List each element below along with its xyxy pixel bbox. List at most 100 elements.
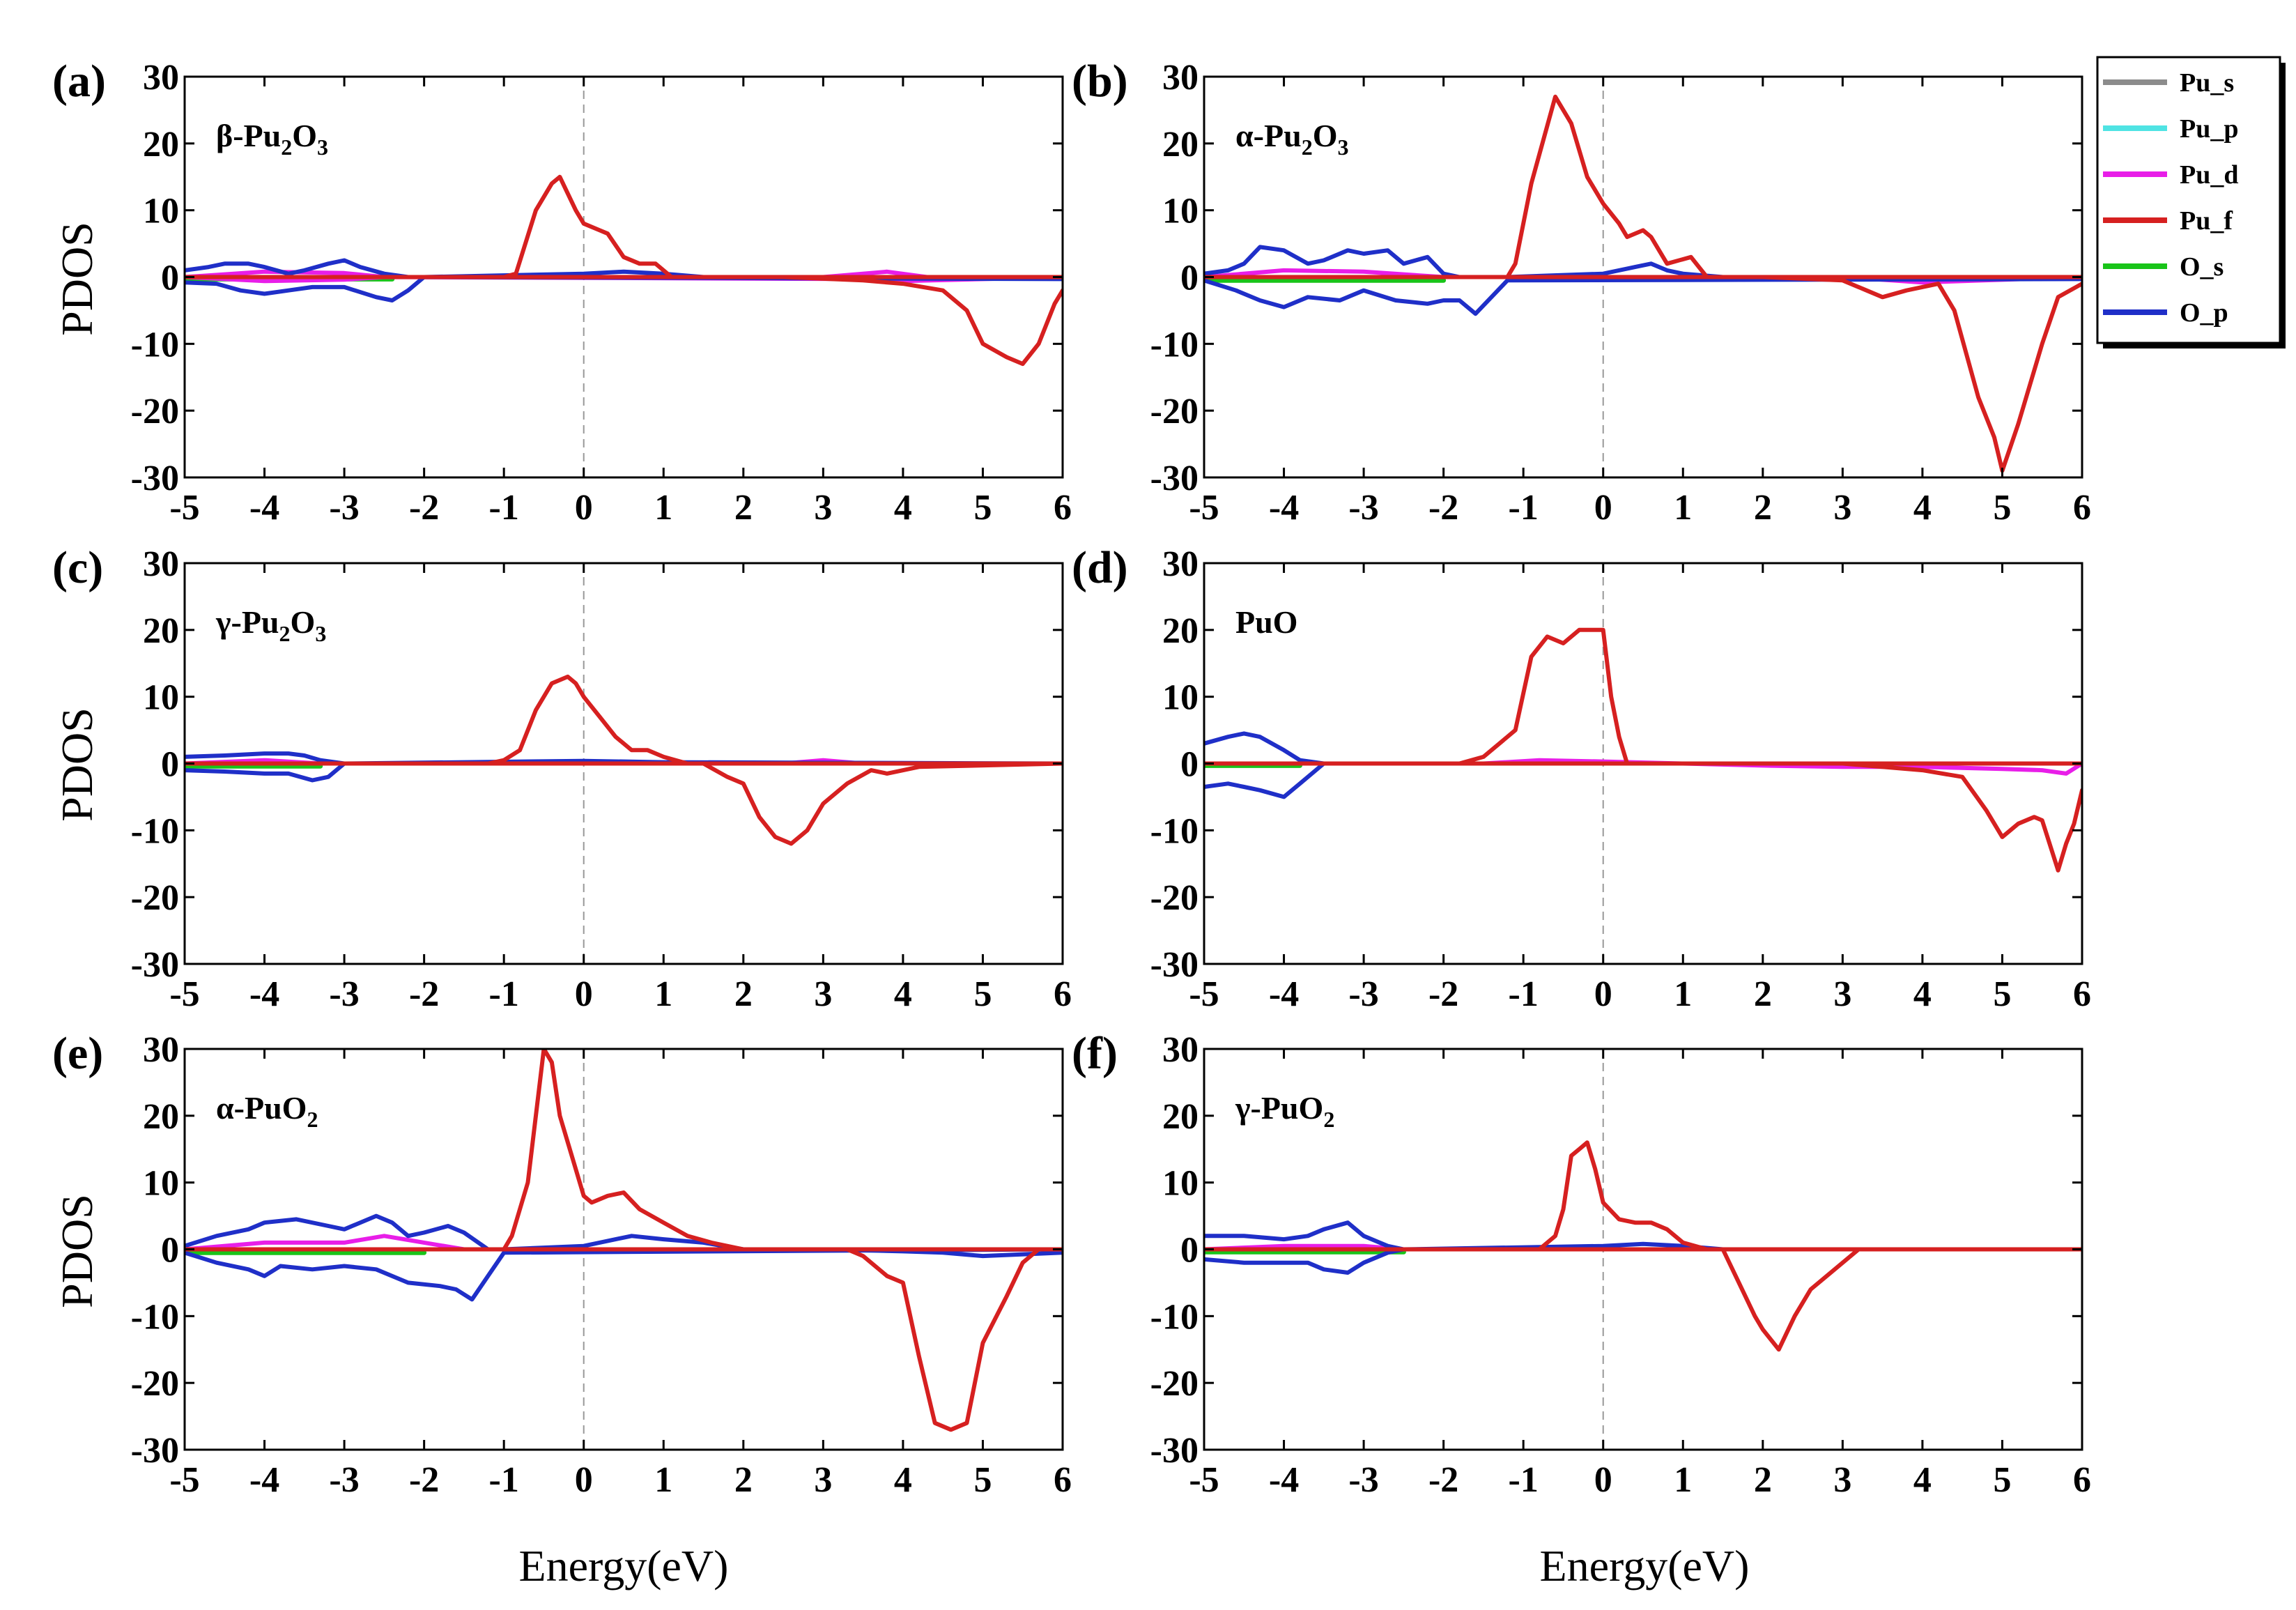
panel-title: α-Pu2O3 bbox=[1235, 118, 1348, 160]
x-tick-label: -5 bbox=[169, 488, 199, 528]
panel-title: α-PuO2 bbox=[216, 1090, 318, 1132]
y-tick-label: 30 bbox=[143, 58, 179, 98]
title-text: O bbox=[291, 604, 316, 640]
series-line-pu-f bbox=[1204, 1247, 2082, 1352]
x-tick-label: 0 bbox=[575, 488, 593, 528]
y-tick-label: 10 bbox=[1162, 192, 1199, 231]
x-tick-label: 2 bbox=[734, 1460, 753, 1500]
y-tick-label: 30 bbox=[143, 544, 179, 584]
y-tick-label: 10 bbox=[143, 1164, 179, 1204]
series-line-pu-f bbox=[1204, 94, 2082, 279]
x-tick-label: 1 bbox=[1674, 974, 1692, 1014]
x-tick-label: 6 bbox=[1054, 488, 1072, 528]
legend-label-pu-d: Pu_d bbox=[2180, 160, 2238, 190]
legend-box-shadow-right bbox=[2280, 63, 2286, 348]
x-tick-label: 3 bbox=[814, 1460, 832, 1500]
panel-title: PuO bbox=[1235, 604, 1297, 640]
x-tick-label: -3 bbox=[1348, 1460, 1378, 1500]
x-tick-label: 4 bbox=[1913, 488, 1932, 528]
panel-b: -5 -4 -3 -2 -1 0 1 2 3 4 5 63020100-10-20-30(b)α-Pu… bbox=[1072, 56, 2091, 528]
title-subscript: 3 bbox=[1337, 135, 1348, 160]
legend-label-pu-p: Pu_p bbox=[2180, 114, 2238, 144]
x-tick-label: -5 bbox=[1189, 488, 1219, 528]
x-tick-label: -4 bbox=[249, 488, 279, 528]
series-line-pu-f bbox=[1204, 761, 2082, 873]
y-tick-label: -20 bbox=[1150, 878, 1199, 918]
y-axis-title-row3: PDOS bbox=[52, 1194, 102, 1308]
x-tick-label: 5 bbox=[1993, 974, 2011, 1014]
y-axis-title-row1: PDOS bbox=[52, 222, 102, 336]
x-tick-label: -2 bbox=[1428, 1460, 1458, 1500]
y-axis-title-row2: PDOS bbox=[52, 707, 102, 822]
x-tick-label: -5 bbox=[1189, 1460, 1219, 1500]
y-tick-label: 20 bbox=[1162, 1097, 1199, 1137]
x-tick-label: -1 bbox=[489, 974, 519, 1014]
title-subscript: 2 bbox=[279, 621, 291, 646]
x-tick-label: 6 bbox=[1054, 974, 1072, 1014]
y-tick-label: 30 bbox=[1162, 58, 1199, 98]
y-tick-label: -30 bbox=[131, 945, 179, 985]
x-tick-label: 5 bbox=[1993, 1460, 2011, 1500]
y-tick-label: 0 bbox=[161, 745, 179, 785]
x-tick-label: 1 bbox=[654, 974, 672, 1014]
series-group bbox=[1204, 94, 2082, 473]
x-tick-label: 4 bbox=[1913, 974, 1932, 1014]
x-tick-label: 5 bbox=[973, 488, 992, 528]
x-tick-label: 4 bbox=[1913, 1460, 1932, 1500]
x-tick-label: -2 bbox=[409, 974, 439, 1014]
x-tick-label: -4 bbox=[1269, 488, 1299, 528]
x-tick-label: 6 bbox=[1054, 1460, 1072, 1500]
x-tick-label: 2 bbox=[1754, 974, 1772, 1014]
title-subscript: 2 bbox=[307, 1107, 318, 1132]
y-tick-label: 20 bbox=[1162, 125, 1199, 164]
legend-label-o-p: O_p bbox=[2180, 298, 2228, 328]
y-tick-label: 20 bbox=[143, 611, 179, 651]
y-tick-label: 0 bbox=[1180, 745, 1199, 785]
y-tick-label: -10 bbox=[1150, 811, 1199, 851]
x-tick-label: 0 bbox=[1594, 1460, 1612, 1500]
y-tick-label: -20 bbox=[1150, 1364, 1199, 1404]
legend-label-o-s: O_s bbox=[2180, 252, 2224, 282]
title-text: O bbox=[1313, 118, 1338, 153]
y-tick-label: -30 bbox=[1150, 459, 1199, 498]
series-line-o-p bbox=[185, 761, 1063, 783]
legend-label-pu-f: Pu_f bbox=[2180, 206, 2233, 236]
y-tick-label: 30 bbox=[1162, 1030, 1199, 1070]
series-line-pu-d bbox=[1204, 758, 2082, 776]
y-tick-label: 10 bbox=[143, 678, 179, 718]
x-tick-label: 3 bbox=[814, 974, 832, 1014]
x-tick-label: -2 bbox=[1428, 488, 1458, 528]
title-text: γ-PuO bbox=[1235, 1090, 1323, 1126]
x-tick-label: 6 bbox=[2073, 1460, 2091, 1500]
title-subscript: 2 bbox=[1302, 135, 1313, 160]
legend-label-pu-s: Pu_s bbox=[2180, 68, 2234, 98]
x-tick-label: -3 bbox=[329, 488, 359, 528]
x-tick-label: 0 bbox=[1594, 974, 1612, 1014]
x-tick-label: 5 bbox=[973, 974, 992, 1014]
title-text: β-Pu bbox=[216, 118, 281, 153]
y-tick-label: -10 bbox=[131, 811, 179, 851]
title-subscript: 2 bbox=[281, 135, 292, 160]
series-group bbox=[185, 1049, 1063, 1432]
title-text: O bbox=[292, 118, 317, 153]
title-text: PuO bbox=[1235, 604, 1297, 640]
x-tick-label: 0 bbox=[1594, 488, 1612, 528]
series-group bbox=[1204, 627, 2082, 873]
x-tick-label: 2 bbox=[1754, 1460, 1772, 1500]
x-tick-label: 4 bbox=[894, 488, 912, 528]
x-tick-label: 3 bbox=[1833, 488, 1851, 528]
y-tick-label: -30 bbox=[131, 1431, 179, 1471]
y-tick-label: -10 bbox=[1150, 1297, 1199, 1337]
x-tick-label: 0 bbox=[575, 974, 593, 1014]
y-tick-label: -20 bbox=[131, 878, 179, 918]
x-tick-label: 1 bbox=[654, 1460, 672, 1500]
series-line-o-p bbox=[185, 1247, 1063, 1302]
y-tick-label: 10 bbox=[143, 192, 179, 231]
x-tick-label: 5 bbox=[973, 1460, 992, 1500]
x-tick-label: 1 bbox=[654, 488, 672, 528]
y-tick-label: 10 bbox=[1162, 678, 1199, 718]
y-tick-label: -10 bbox=[131, 325, 179, 365]
series-line-pu-f bbox=[1204, 275, 2082, 473]
series-group bbox=[185, 174, 1063, 367]
x-tick-label: -4 bbox=[249, 1460, 279, 1500]
